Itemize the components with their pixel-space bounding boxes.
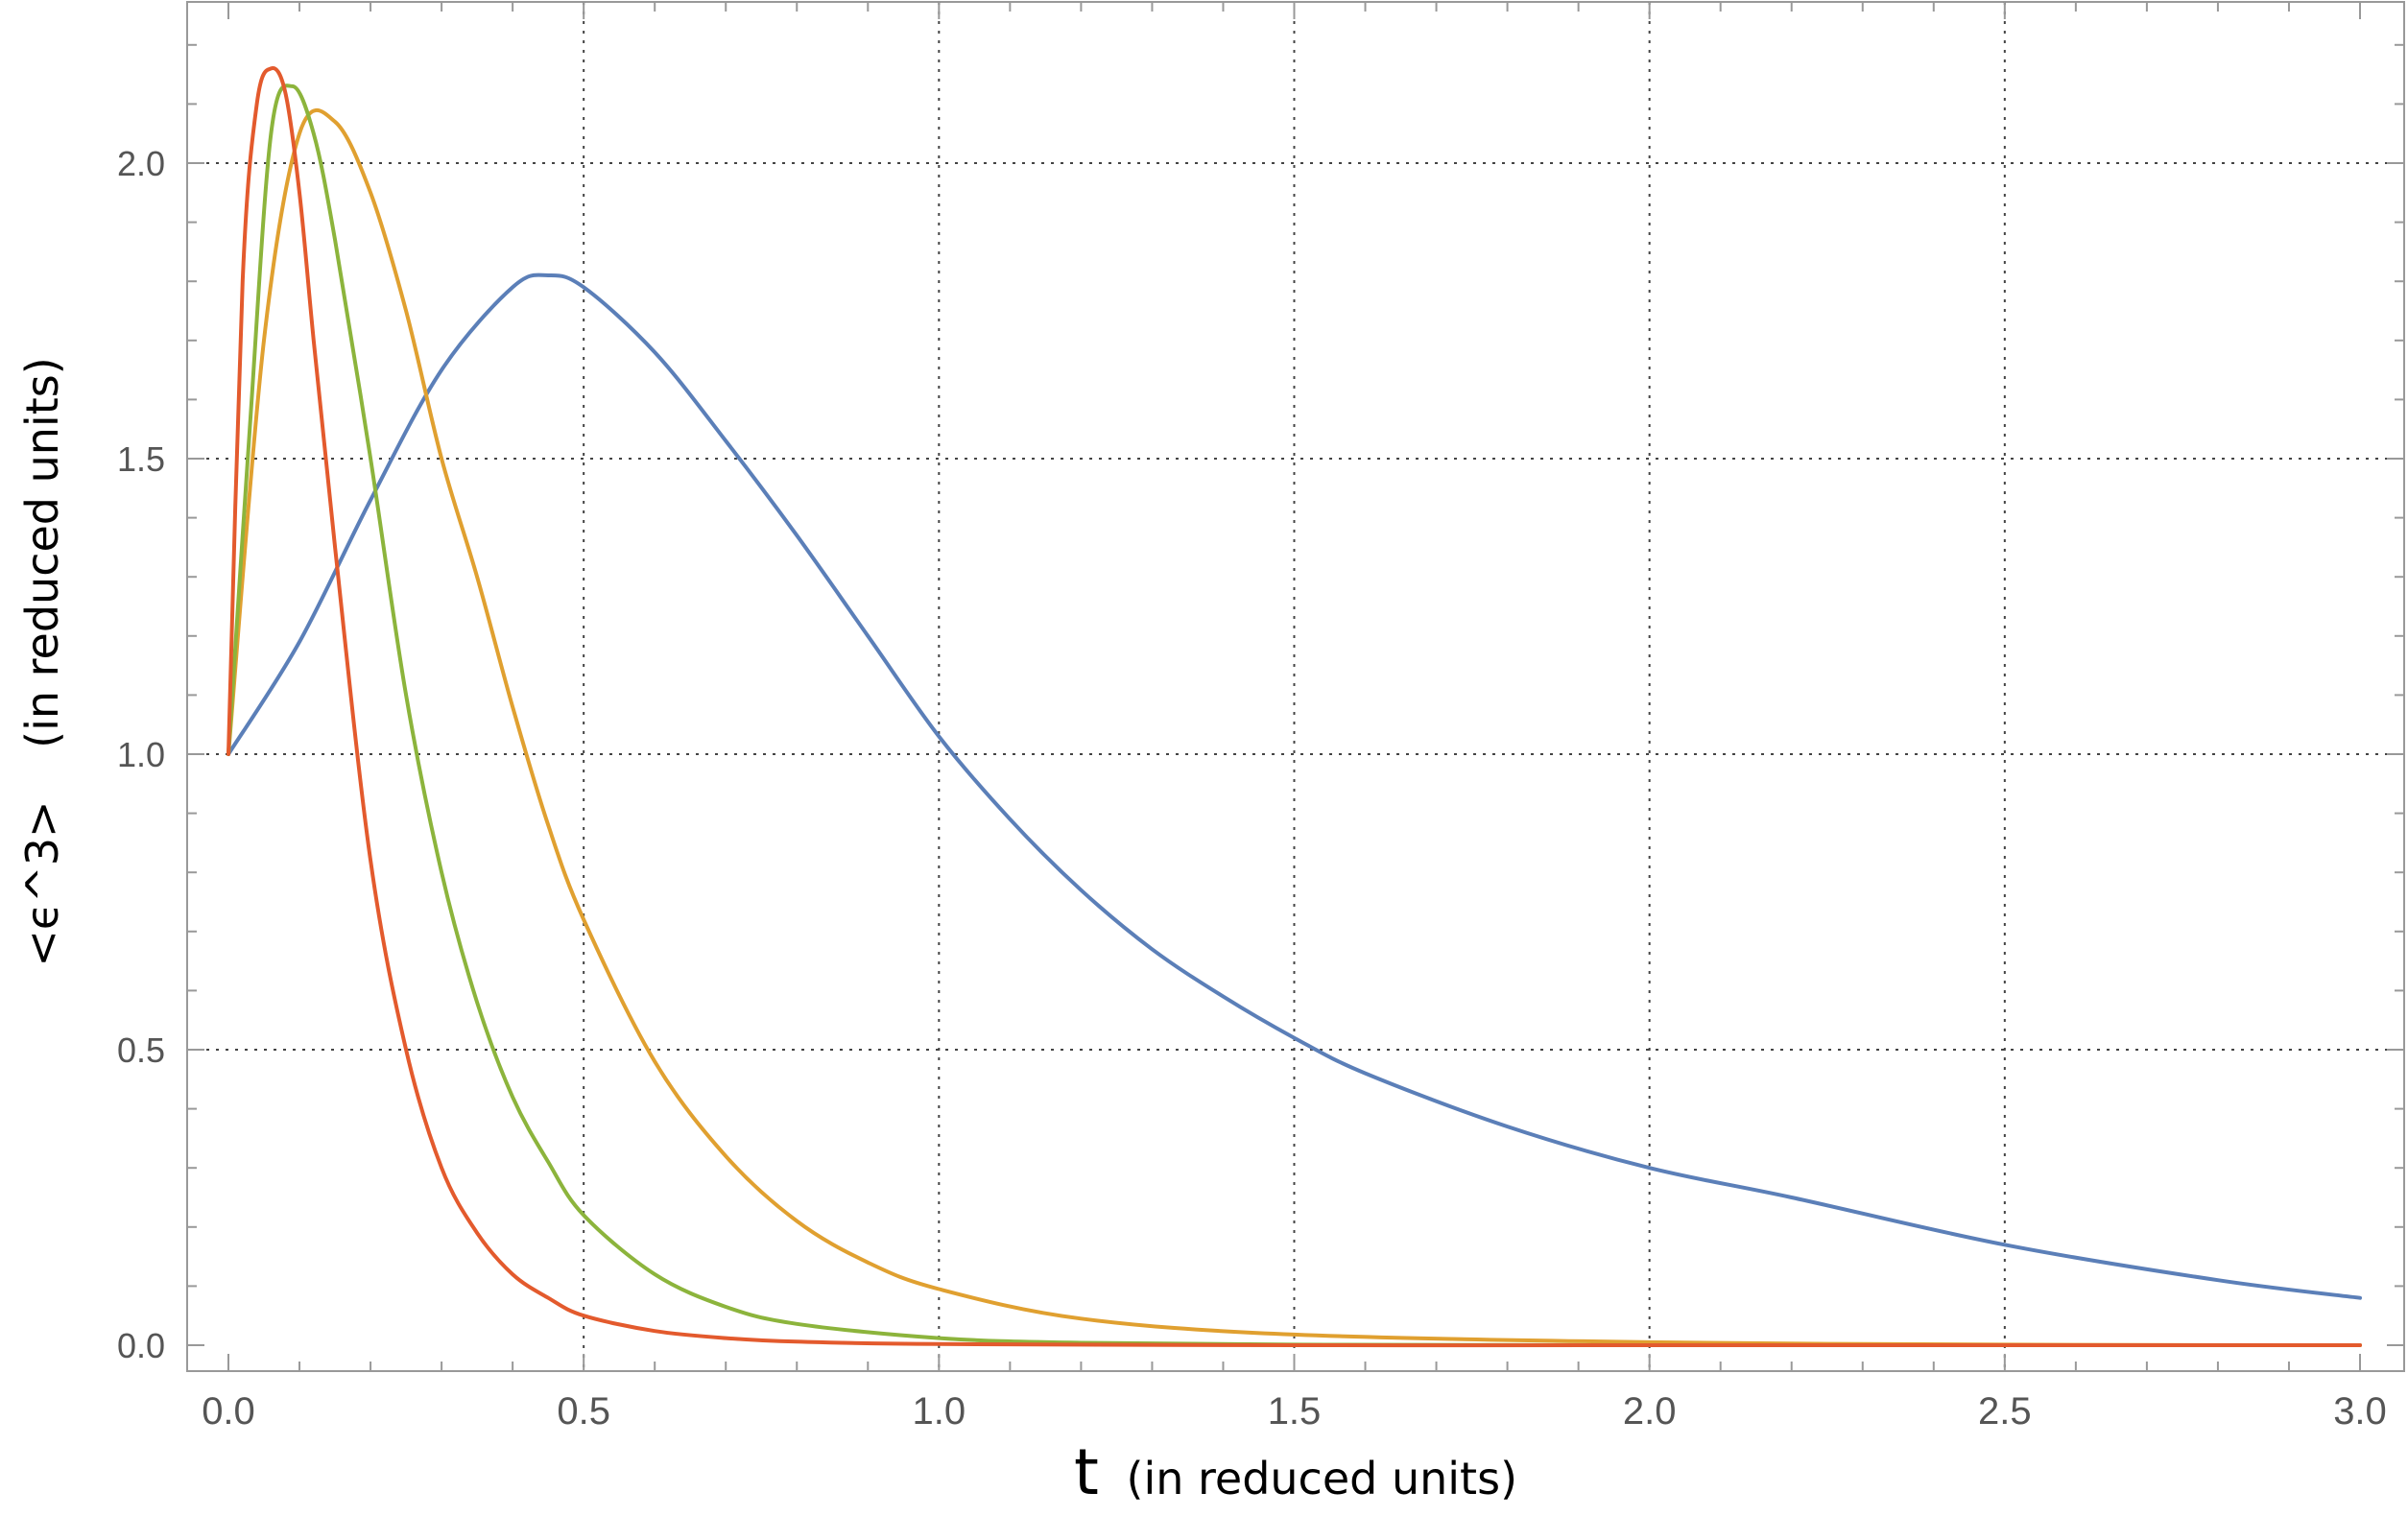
y-tick-label: 0.5 <box>117 1030 165 1070</box>
x-tick-label: 2.5 <box>1978 1390 2032 1433</box>
x-tick-label: 1.0 <box>913 1390 966 1433</box>
y-axis-label: <ϵ^3> (in reduced units) <box>16 357 68 966</box>
y-tick-label: 2.0 <box>117 144 165 183</box>
x-tick-label: 1.5 <box>1268 1390 1322 1433</box>
tick-labels: 0.0 0.5 1.0 1.5 2.0 2.5 3.0 0.0 0.5 1.0 1.5 2.0 <box>117 144 2387 1433</box>
x-tick-label: 0.0 <box>202 1390 255 1433</box>
y-tick-label: 1.5 <box>117 439 165 479</box>
x-tick-label: 2.0 <box>1623 1390 1677 1433</box>
y-axis-units: (in reduced units) <box>16 357 68 748</box>
x-tick-label: 0.5 <box>557 1390 610 1433</box>
x-axis-label: t (in reduced units) <box>1074 1435 1517 1509</box>
x-tick-label: 3.0 <box>2333 1390 2387 1433</box>
x-axis-units: (in reduced units) <box>1127 1453 1518 1504</box>
x-axis-variable: t <box>1074 1435 1099 1509</box>
series-lines <box>226 66 2362 1348</box>
series-line-1 <box>226 272 2362 1300</box>
plot-frame <box>186 1 2405 1372</box>
y-tick-label: 0.0 <box>117 1326 165 1365</box>
axis-ticks <box>187 2 2404 1371</box>
series-line-4 <box>226 66 2362 1348</box>
y-tick-label: 1.0 <box>117 735 165 774</box>
series-line-2 <box>226 108 2362 1347</box>
y-axis-variable: <ϵ^3> <box>16 800 68 966</box>
